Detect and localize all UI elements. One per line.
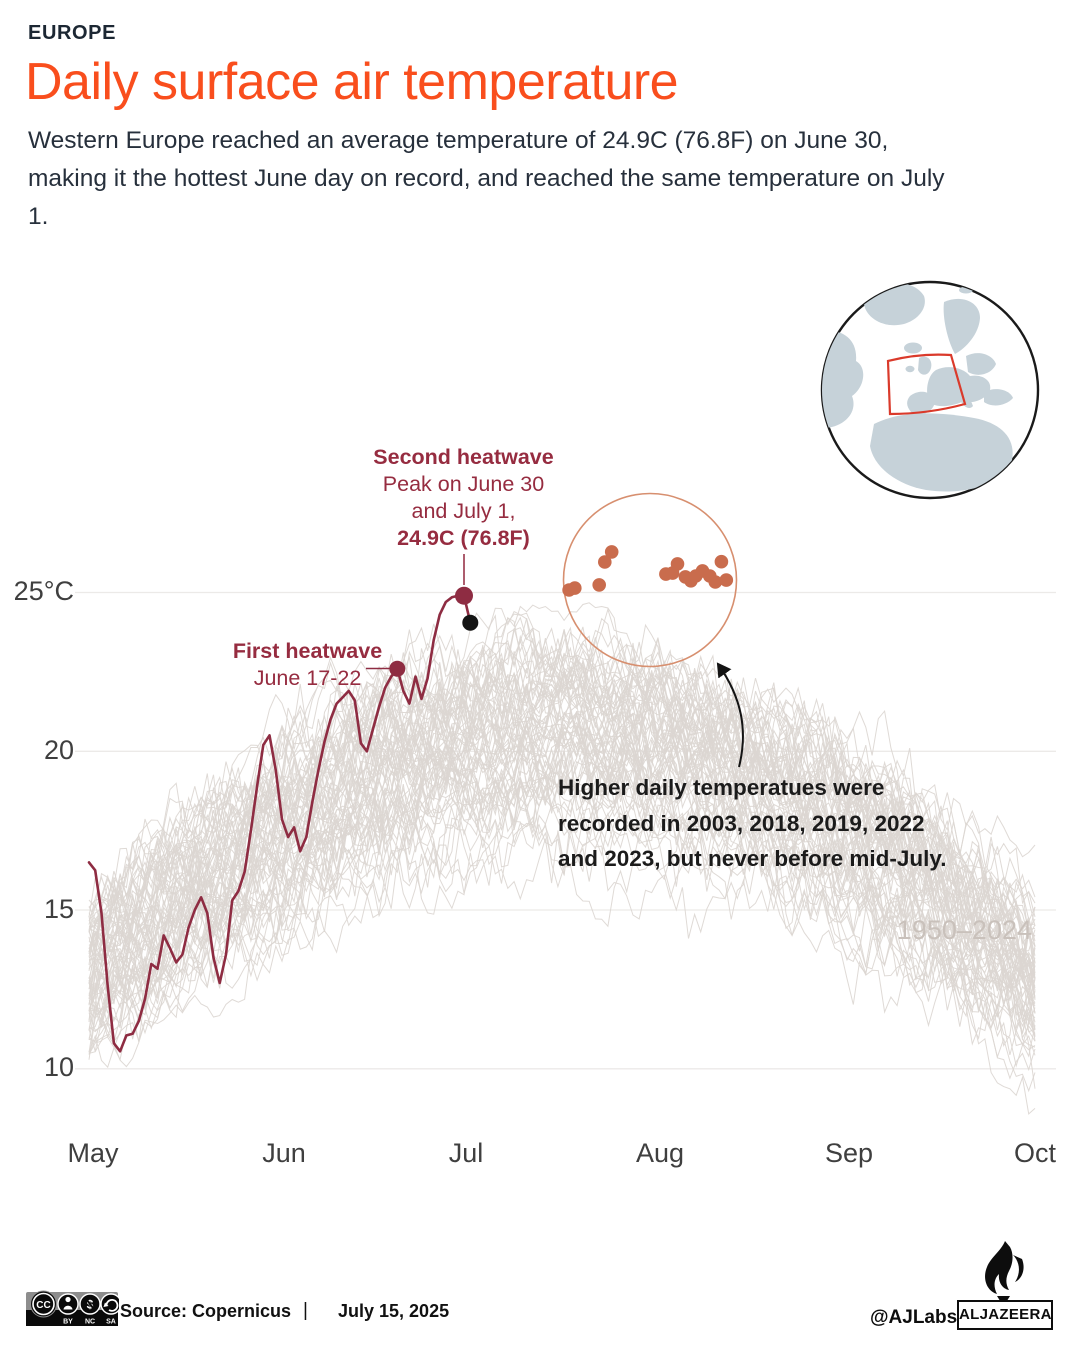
historical-year-line: [88, 671, 1036, 1031]
aljazeera-flame-logo: [985, 1241, 1024, 1300]
historical-year-line: [88, 747, 1036, 1089]
cc-sa-icon: [100, 1293, 119, 1315]
ajlabs-credit: @AJLabs: [870, 1307, 958, 1328]
record-day-dots: [562, 545, 734, 597]
record-day-dot: [670, 557, 685, 571]
latest-day-dot: [462, 614, 479, 631]
cc-sa-label: SA: [106, 1319, 116, 1326]
first-heatwave-annotation: First heatwave June 17-22: [200, 638, 415, 692]
x-tick-sep: Sep: [824, 1138, 874, 1168]
cc-by-icon: [57, 1293, 79, 1315]
record-day-dot: [598, 555, 612, 569]
second-heatwave-dot: [455, 586, 473, 605]
aljazeera-wordmark: ALJAZEERA: [957, 1300, 1053, 1330]
historical-year-line: [88, 750, 1036, 1020]
historical-year-line: [88, 746, 1036, 1040]
cc-license-badge: CC $ BY NC SA: [26, 1290, 119, 1326]
record-day-dot: [708, 575, 723, 589]
kicker: EUROPE: [28, 22, 117, 44]
record-day-dot: [592, 578, 606, 592]
source-text: Source: Copernicus: [120, 1301, 292, 1321]
first-heatwave-title: First heatwave: [232, 639, 383, 663]
record-day-dot: [604, 545, 619, 559]
y-tick-20: 20: [43, 735, 74, 765]
note-arrow: [716, 662, 744, 768]
second-heatwave-value: 24.9C (76.8F): [397, 526, 530, 550]
x-tick-aug: Aug: [635, 1138, 685, 1168]
second-heatwave-line2: and July 1,: [411, 499, 516, 523]
cc-icon: CC: [36, 1300, 50, 1311]
historical-year-line: [88, 699, 1036, 1023]
y-tick-10: 10: [43, 1052, 74, 1082]
temperature-chart: [75, 492, 1056, 1115]
page-title: Daily surface air temperature: [25, 53, 679, 111]
historical-year-line: [88, 638, 1036, 1014]
x-tick-oct: Oct: [1013, 1138, 1056, 1168]
record-day-dot: [719, 573, 734, 587]
background-years-label: 1950–2024: [896, 915, 1032, 945]
second-heatwave-annotation: Second heatwave Peak on June 30 and July…: [330, 444, 597, 552]
region-highlight-box: [886, 353, 967, 416]
historical-year-line: [88, 788, 1036, 1046]
second-heatwave-title: Second heatwave: [373, 445, 554, 469]
historical-year-line: [88, 810, 1036, 1069]
record-day-dot: [714, 554, 729, 569]
records-note-line1: Higher daily temperatues were: [558, 775, 885, 800]
historical-year-line: [88, 659, 1036, 957]
first-heatwave-dot: [389, 660, 406, 677]
second-heatwave-line1: Peak on June 30: [382, 472, 545, 496]
historical-years-lines: [88, 602, 1036, 1115]
x-tick-jun: Jun: [262, 1138, 306, 1168]
publish-date: July 15, 2025: [338, 1301, 450, 1321]
footer-separator: |: [303, 1300, 308, 1321]
historical-year-line: [88, 776, 1036, 1068]
subtitle: Western Europe reached an average temper…: [28, 127, 945, 230]
first-heatwave-dates: June 17-22: [253, 666, 362, 690]
historical-year-line: [88, 641, 1036, 1006]
historical-year-line: [88, 740, 1036, 1031]
historical-year-line: [88, 607, 1036, 948]
x-tick-may: May: [67, 1138, 119, 1168]
globe-locator-map: [820, 280, 1040, 500]
historical-year-line: [88, 709, 1036, 1013]
records-note-line3: and 2023, but never before mid-July.: [558, 846, 947, 871]
historical-year-line: [88, 662, 1036, 1016]
historical-year-line: [88, 760, 1036, 1115]
cc-nc-label: NC: [85, 1319, 95, 1326]
historical-year-line: [88, 659, 1036, 990]
records-note: Higher daily temperatues were recorded i…: [558, 770, 1003, 877]
historical-year-line: [88, 716, 1036, 1080]
historical-year-line: [88, 657, 1036, 978]
y-tick-15: 15: [43, 894, 74, 924]
record-day-dot: [568, 581, 582, 595]
x-tick-jul: Jul: [448, 1138, 484, 1168]
records-highlight-circle: [562, 492, 738, 668]
records-note-line2: recorded in 2003, 2018, 2019, 2022: [558, 810, 925, 836]
cc-by-label: BY: [63, 1319, 73, 1326]
line-2025: [87, 594, 472, 1053]
y-tick-25: 25°C: [13, 576, 74, 606]
